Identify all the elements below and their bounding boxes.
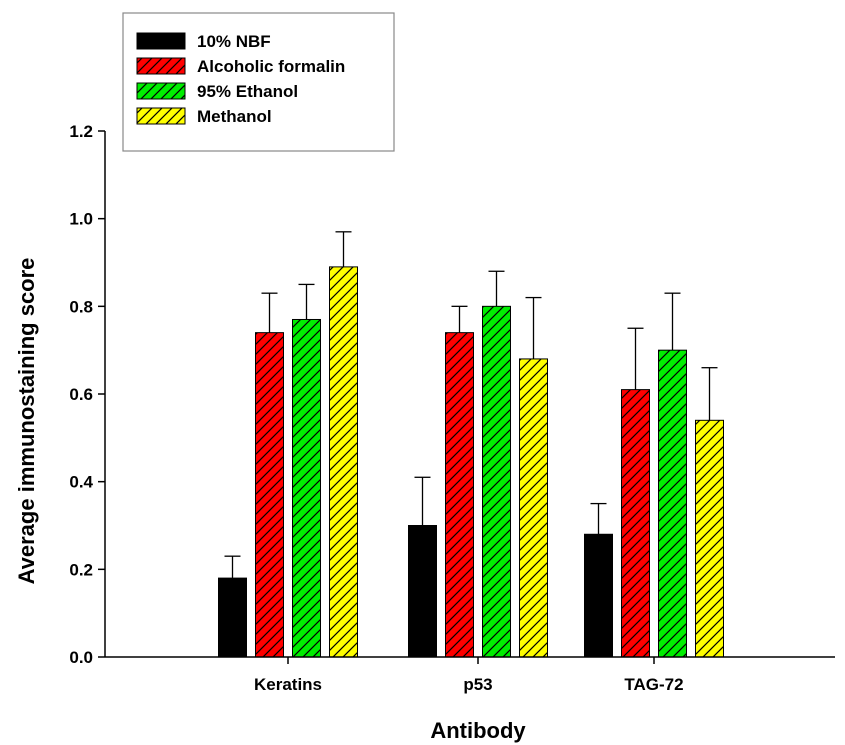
legend-swatch-hatch [137,58,185,74]
bar-hatch [658,350,687,657]
bar-hatch [519,358,548,657]
legend-swatch-hatch [137,83,185,99]
bar-hatch [445,332,474,657]
legend-label: Alcoholic formalin [197,57,345,76]
bar [218,577,247,658]
bar-hatch [482,306,511,657]
ticks-group: 0.0 0.2 0.4 0.6 0.8 1.0 1.2 Keratins p53 TAG-72 [69,122,683,694]
y-tick-label: 0.2 [69,560,93,579]
bar-hatch [329,266,358,657]
error-bars-group [224,231,718,579]
bar [408,525,437,658]
y-tick-label: 0.0 [69,648,93,667]
y-tick-label: 0.8 [69,297,93,316]
y-tick-label: 0.4 [69,473,93,492]
y-tick-label: 1.0 [69,210,93,229]
x-axis-title: Antibody [430,718,526,743]
legend-label: 95% Ethanol [197,82,298,101]
legend-swatch-hatch [137,108,185,124]
bar [584,533,613,658]
x-tick-label: TAG-72 [624,675,683,694]
bars-group [218,266,724,658]
bar-hatch [292,319,321,657]
bar-hatch [255,332,284,657]
bar-hatch [695,420,724,657]
y-axis-title: Average immunostaining score [14,258,39,585]
legend-label: Methanol [197,107,272,126]
bar-hatch [621,389,650,657]
x-tick-label: Keratins [254,675,322,694]
legend-swatch [136,32,186,50]
legend-label: 10% NBF [197,32,271,51]
legend: 10% NBF Alcoholic formalin 95% Ethanol Meth… [122,12,395,152]
y-tick-label: 1.2 [69,122,93,141]
x-tick-label: p53 [463,675,492,694]
y-tick-label: 0.6 [69,385,93,404]
